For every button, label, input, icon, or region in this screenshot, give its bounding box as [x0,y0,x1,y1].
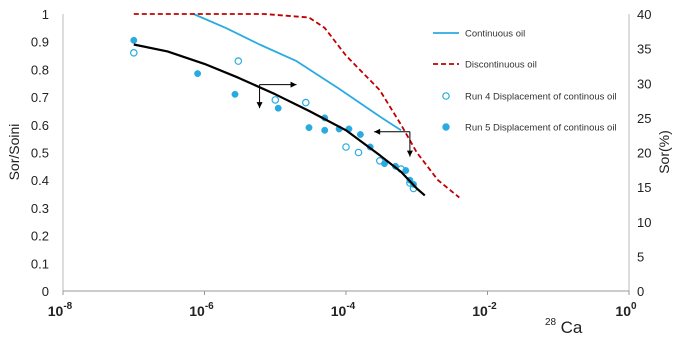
x-axis-label-sup: 28 [545,317,557,328]
y-tick-label-right: 10 [637,215,651,230]
arrow-down-head [256,102,263,109]
y-tick-label-left: 1 [42,7,49,22]
y-tick-label-left: 0 [42,284,49,299]
run4-point [234,57,243,65]
x-axis: 10-8 10-6 10-4 10-2 100 28 Ca [48,290,637,337]
run5-point [402,167,410,174]
y-tick-label-right: 15 [637,180,651,195]
run4-point [130,48,138,57]
run5-point [381,160,388,168]
y-tick-label-left: 0.6 [31,118,49,133]
x-tick-label: 10-2 [472,301,497,319]
run4-point [271,96,280,104]
arrow-down-head [406,150,413,157]
x-tick-base: 10 [48,303,64,319]
run5-point [194,70,202,78]
legend-label-1: Discontinuous oil [465,60,537,71]
x-tick-exponent: 0 [631,301,637,312]
y-axis-label-left: Sor/Soini [6,124,22,181]
y-tick-label-right: 20 [637,146,651,161]
run4-point [354,148,363,157]
y-tick-label-left: 0.8 [31,62,49,77]
right-axis: 0 5 10 15 20 25 30 35 40 Sor(%) [628,7,672,299]
x-tick-base: 10 [189,303,205,319]
run5-point [321,126,329,134]
run4-point [301,98,310,107]
arrow-left-head [374,128,381,135]
y-tick-label-left: 0.9 [31,35,49,50]
legend-marker-3 [442,123,450,131]
y-tick-label-left: 0.1 [31,256,49,271]
y-tick-label-right: 35 [637,42,651,57]
plot-area [130,13,460,199]
x-tick-exponent: -4 [346,301,355,312]
run5-point [356,131,364,138]
run5-point [231,90,239,98]
y-tick-label-left: 0.4 [31,173,49,188]
left-axis: 0 0.1 0.2 0.3 0.4 0.5 0.6 0.7 0.8 0.9 1 Sor/Soini [6,7,64,299]
series-line-0 [193,13,402,132]
x-tick-label: 10-4 [331,301,356,319]
run5-point [274,104,282,112]
y-tick-label-right: 30 [637,76,651,91]
x-tick-base: 10 [331,303,347,319]
x-tick-exponent: -6 [205,301,214,312]
y-tick-label-left: 0.5 [31,146,49,161]
legend-marker-2 [442,92,450,100]
x-tick-label: 10-8 [48,301,73,319]
x-axis-label-main: Ca [561,318,583,337]
legend-label-2: Run 4 Displacement of continous oil [465,92,617,103]
y-tick-label-right: 25 [637,111,651,126]
run5-point [130,36,138,44]
x-tick-label: 10-6 [189,301,214,319]
y-tick-label-left: 0.2 [31,229,49,244]
x-tick-label: 100 [615,301,637,319]
annotations [256,81,413,157]
legend-label-3: Run 5 Displacement of continous oil [465,123,617,134]
x-axis-label: 28 Ca [545,312,583,337]
y-tick-label-right: 5 [637,249,644,264]
y-axis-label-right: Sor(%) [656,130,672,174]
x-tick-base: 10 [615,303,631,319]
run4-point [342,143,350,151]
trend-line [133,43,426,197]
arrow-right-head [290,81,297,88]
x-tick-exponent: -2 [488,301,497,312]
x-tick-exponent: -8 [63,301,72,312]
legend: Continuous oil Discontinuous oil Run 4 Dis… [433,29,617,134]
x-tick-base: 10 [472,303,488,319]
legend-label-0: Continuous oil [465,29,525,40]
series-line-1 [133,13,460,199]
y-tick-label-right: 40 [637,7,651,22]
y-tick-label-right: 0 [637,284,644,299]
run5-point [305,124,313,132]
y-tick-label-left: 0.3 [31,201,49,216]
y-tick-label-left: 0.7 [31,90,49,105]
